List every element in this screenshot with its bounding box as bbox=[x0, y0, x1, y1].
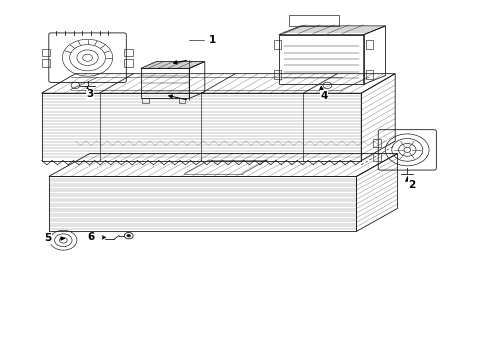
Text: 3: 3 bbox=[86, 89, 94, 99]
Bar bbox=[366, 70, 373, 78]
Bar bbox=[373, 153, 381, 161]
Text: 5: 5 bbox=[44, 234, 51, 243]
Bar bbox=[124, 59, 133, 67]
Bar bbox=[141, 68, 189, 99]
Bar bbox=[274, 40, 281, 49]
Bar bbox=[373, 139, 381, 147]
Text: 2: 2 bbox=[409, 180, 416, 190]
Bar bbox=[42, 59, 50, 67]
Circle shape bbox=[127, 234, 131, 237]
Bar bbox=[279, 35, 364, 84]
Text: 4: 4 bbox=[320, 91, 327, 101]
Text: 6: 6 bbox=[88, 233, 95, 242]
Bar bbox=[42, 49, 50, 56]
Bar bbox=[142, 99, 149, 103]
Bar bbox=[124, 49, 133, 56]
Bar bbox=[366, 40, 373, 49]
Text: 1: 1 bbox=[209, 35, 216, 45]
Bar bbox=[289, 14, 340, 26]
Bar bbox=[179, 99, 185, 103]
Bar bbox=[274, 70, 281, 78]
